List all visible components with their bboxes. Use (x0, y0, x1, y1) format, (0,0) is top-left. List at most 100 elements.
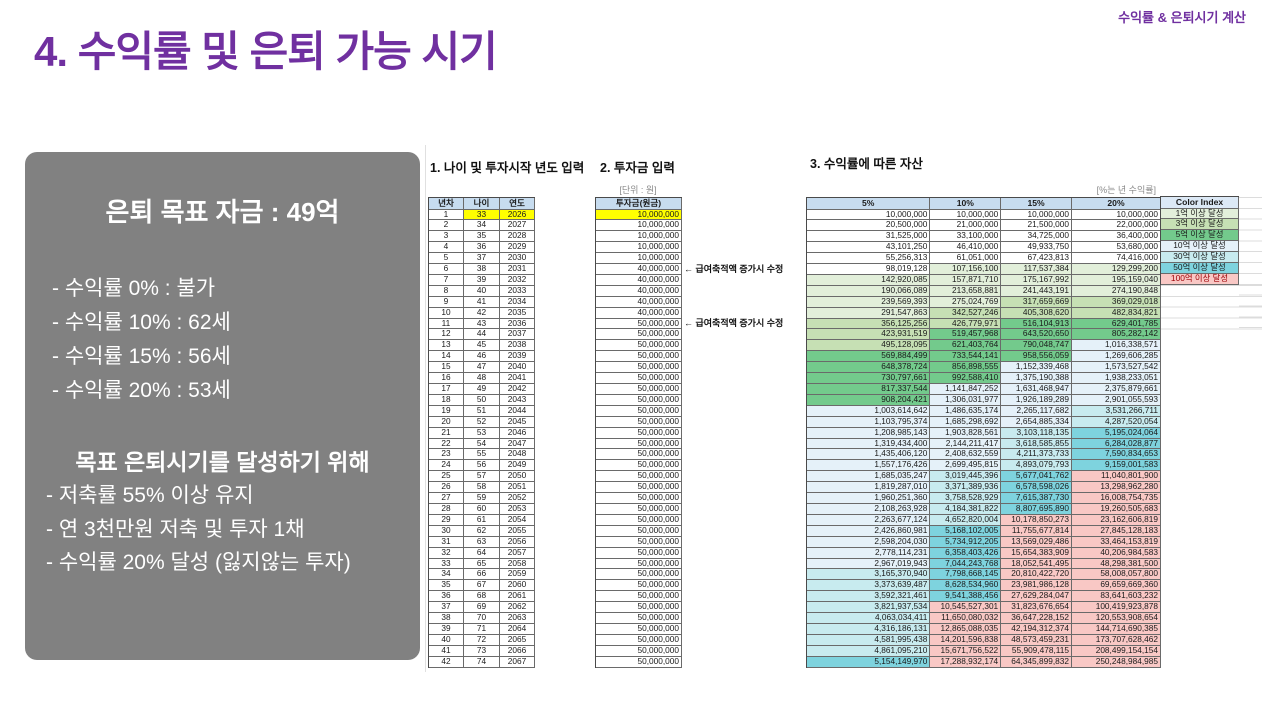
asset-cell-10%: 2,144,211,417 (930, 438, 1002, 450)
table-row: 2,108,263,928 4,184,381,822 8,807,695,890 1… (807, 503, 1161, 515)
cell-year: 2032 (500, 274, 535, 286)
asset-cell-20%: 3,531,266,711 (1071, 405, 1161, 417)
asset-cell-15%: 10,178,850,273 (1001, 514, 1072, 526)
strategy-line: - 수익률 20% 달성 (잃지않는 투자) (46, 551, 351, 574)
asset-cell-20%: 2,375,879,661 (1071, 384, 1161, 395)
cell-age: 51 (463, 405, 500, 417)
cell-year-index: 22 (429, 438, 464, 450)
table-row: 50,000,000 (596, 449, 682, 461)
cell-age: 63 (463, 536, 500, 548)
asset-cell-5%: 1,319,434,400 (807, 438, 931, 450)
table-row: 50,000,000 (596, 525, 682, 537)
asset-cell-5%: 1,960,251,360 (807, 493, 931, 504)
asset-cell-10%: 10,545,527,301 (930, 602, 1002, 614)
asset-cell-10%: 8,628,534,960 (930, 580, 1002, 592)
table-row: 39 71 2064 (429, 623, 535, 635)
cell-investment: 50,000,000 (596, 427, 682, 439)
asset-cell-20%: 1,938,233,051 (1071, 373, 1161, 384)
table-row: 1,003,614,642 1,486,635,174 2,265,117,682 3… (807, 405, 1161, 417)
cell-investment: 50,000,000 (596, 351, 682, 363)
asset-cell-10%: 6,358,403,426 (930, 547, 1002, 559)
asset-cell-10%: 14,201,596,838 (930, 634, 1002, 646)
cell-age: 71 (463, 623, 500, 635)
cell-year-index: 27 (429, 493, 464, 504)
asset-cell-5%: 1,103,795,374 (807, 416, 931, 428)
cell-year-index: 37 (429, 602, 464, 614)
cell-year-index: 1 (429, 209, 464, 221)
asset-cell-5%: 1,819,287,010 (807, 482, 931, 494)
goal-line: - 수익률 10% : 62세 (52, 311, 231, 334)
asset-cell-10%: 4,184,381,822 (930, 503, 1002, 515)
asset-cell-15%: 317,659,669 (1001, 296, 1072, 308)
cell-year-index: 28 (429, 503, 464, 515)
table-row: 50,000,000 (596, 482, 682, 494)
asset-cell-5%: 5,154,149,970 (807, 656, 931, 668)
table-row: 50,000,000 (596, 340, 682, 352)
table-row: 50,000,000 (596, 329, 682, 341)
cell-investment: 50,000,000 (596, 493, 682, 504)
table-row: 13 45 2038 (429, 340, 535, 352)
table-row: 10,000,000 (596, 231, 682, 243)
cell-year: 2062 (500, 602, 535, 614)
rate-column-header: 10% (930, 198, 1002, 210)
asset-cell-5%: 142,920,085 (807, 274, 931, 286)
table-row: 30 62 2055 (429, 525, 535, 537)
table-row: 50,000,000 (596, 493, 682, 504)
cell-investment: 10,000,000 (596, 220, 682, 232)
table-row: 8 40 2033 (429, 285, 535, 297)
table-row: 50,000,000 (596, 602, 682, 614)
table-row: 50,000,000 (596, 394, 682, 406)
cell-investment: 50,000,000 (596, 460, 682, 472)
cell-age: 35 (463, 231, 500, 243)
table-row: 14 46 2039 (429, 351, 535, 363)
asset-cell-15%: 4,893,079,793 (1001, 460, 1072, 472)
cell-investment: 10,000,000 (596, 231, 682, 243)
table-row: 3 35 2028 (429, 231, 535, 243)
asset-cell-5%: 98,019,128 (807, 264, 931, 275)
cell-year-index: 4 (429, 242, 464, 254)
asset-cell-15%: 4,211,373,733 (1001, 449, 1072, 461)
table-row: 2,263,677,124 4,652,820,004 10,178,850,273… (807, 514, 1161, 526)
cell-investment: 50,000,000 (596, 525, 682, 537)
table-row: 10,000,000 (596, 209, 682, 221)
asset-cell-5%: 495,128,095 (807, 340, 931, 352)
cell-year: 2054 (500, 514, 535, 526)
asset-cell-20%: 482,834,821 (1071, 307, 1161, 319)
asset-cell-20%: 11,040,801,900 (1071, 471, 1161, 483)
asset-cell-15%: 241,443,191 (1001, 285, 1072, 297)
corner-label: 수익률 & 은퇴시기 계산 (1118, 10, 1246, 25)
cell-investment: 50,000,000 (596, 602, 682, 614)
asset-cell-10%: 342,527,246 (930, 307, 1002, 319)
legend-entry: 3억 이상 달성 (1161, 219, 1239, 231)
cell-year-index: 8 (429, 285, 464, 297)
asset-cell-20%: 23,162,606,819 (1071, 514, 1161, 526)
asset-cell-5%: 2,263,677,124 (807, 514, 931, 526)
cell-year-index: 14 (429, 351, 464, 363)
table-row: 32 64 2057 (429, 547, 535, 559)
cell-year: 2036 (500, 318, 535, 330)
table-row: 1,819,287,010 3,371,389,936 6,578,598,026 1… (807, 482, 1161, 494)
legend-entry: 100억 이상 달성 (1161, 273, 1239, 285)
asset-cell-10%: 275,024,769 (930, 296, 1002, 308)
asset-cell-15%: 23,981,986,128 (1001, 580, 1072, 592)
cell-age: 66 (463, 569, 500, 581)
cell-year-index: 5 (429, 253, 464, 265)
table-row: 29 61 2054 (429, 514, 535, 526)
cell-year: 2040 (500, 362, 535, 374)
cell-investment: 50,000,000 (596, 558, 682, 570)
cell-investment: 40,000,000 (596, 285, 682, 297)
table-header-row: 년차 나이 연도 (429, 198, 535, 210)
table-row: 50,000,000 (596, 569, 682, 581)
cell-year-index: 41 (429, 645, 464, 657)
asset-cell-10%: 2,408,632,559 (930, 449, 1002, 461)
table-row: 50,000,000 (596, 351, 682, 363)
cell-investment: 50,000,000 (596, 536, 682, 548)
cell-year: 2063 (500, 613, 535, 624)
legend-entry: 30억 이상 달성 (1161, 252, 1239, 264)
asset-cell-15%: 20,810,422,720 (1001, 569, 1072, 581)
legend-row: 1억 이상 달성 (1161, 208, 1239, 220)
asset-cell-20%: 274,190,848 (1071, 285, 1161, 297)
table-row: 1,960,251,360 3,758,528,929 7,615,387,730 1… (807, 493, 1161, 504)
table-row: 34 66 2059 (429, 569, 535, 581)
asset-cell-10%: 856,898,555 (930, 362, 1002, 374)
